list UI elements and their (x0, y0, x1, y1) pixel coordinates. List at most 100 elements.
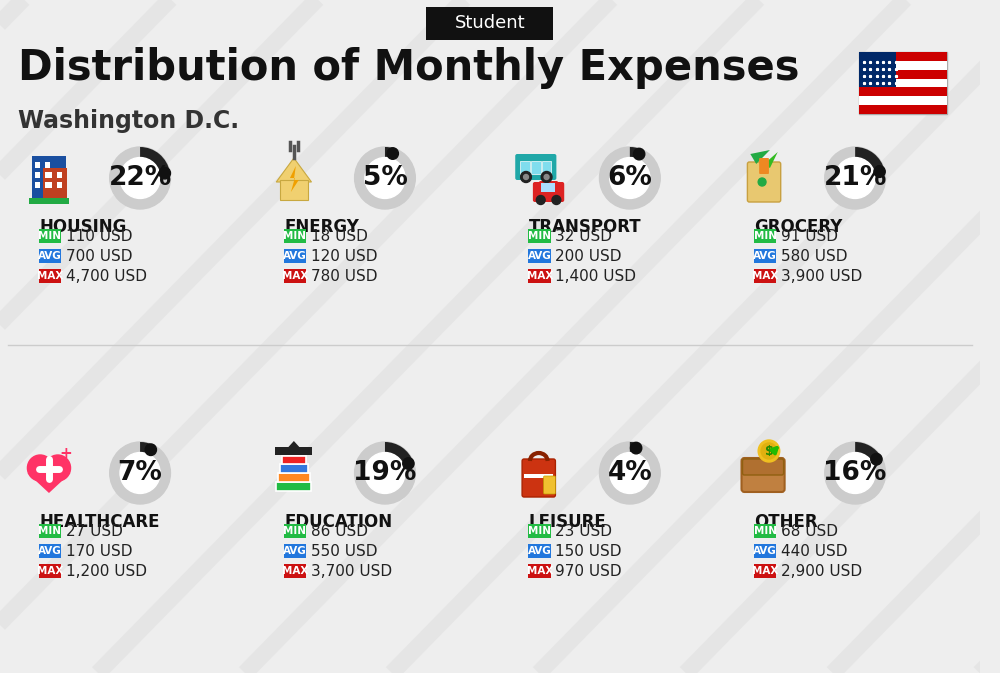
FancyBboxPatch shape (280, 464, 308, 473)
Polygon shape (764, 152, 778, 168)
FancyBboxPatch shape (528, 564, 551, 578)
FancyBboxPatch shape (859, 52, 896, 87)
Text: 23 USD: 23 USD (555, 524, 612, 538)
FancyBboxPatch shape (542, 161, 551, 174)
Text: TRANSPORT: TRANSPORT (529, 218, 642, 236)
Text: AVG: AVG (283, 546, 307, 556)
Polygon shape (290, 166, 299, 192)
Circle shape (387, 148, 398, 160)
Polygon shape (27, 473, 71, 493)
Text: +: + (59, 446, 72, 460)
FancyBboxPatch shape (528, 524, 551, 538)
Text: OTHER: OTHER (754, 513, 818, 531)
Text: 440 USD: 440 USD (781, 544, 847, 559)
Text: 86 USD: 86 USD (311, 524, 368, 538)
Circle shape (365, 452, 405, 493)
Text: MIN: MIN (38, 231, 61, 241)
Text: 1,200 USD: 1,200 USD (66, 563, 147, 579)
Circle shape (758, 178, 766, 186)
Circle shape (521, 172, 531, 182)
Circle shape (544, 174, 549, 180)
Text: MIN: MIN (528, 526, 551, 536)
Wedge shape (630, 442, 637, 453)
FancyBboxPatch shape (859, 52, 947, 61)
Wedge shape (855, 442, 881, 462)
Text: 550 USD: 550 USD (311, 544, 377, 559)
FancyBboxPatch shape (39, 249, 61, 263)
FancyBboxPatch shape (284, 269, 306, 283)
Text: MAX: MAX (37, 566, 63, 576)
Text: MIN: MIN (283, 231, 306, 241)
Text: 2,900 USD: 2,900 USD (781, 563, 862, 579)
Text: 3,900 USD: 3,900 USD (781, 269, 862, 283)
Circle shape (758, 440, 780, 462)
FancyBboxPatch shape (539, 181, 558, 195)
Text: AVG: AVG (38, 546, 62, 556)
FancyBboxPatch shape (39, 524, 61, 538)
FancyBboxPatch shape (754, 229, 776, 243)
Text: MAX: MAX (282, 271, 308, 281)
FancyBboxPatch shape (528, 249, 551, 263)
Circle shape (633, 148, 645, 160)
Circle shape (599, 442, 660, 504)
FancyBboxPatch shape (742, 459, 784, 475)
FancyBboxPatch shape (275, 447, 312, 455)
FancyBboxPatch shape (515, 154, 556, 180)
FancyBboxPatch shape (57, 172, 62, 178)
Text: MAX: MAX (527, 566, 553, 576)
FancyBboxPatch shape (47, 172, 52, 178)
Text: Washington D.C.: Washington D.C. (18, 109, 239, 133)
Circle shape (524, 174, 528, 180)
Text: GROCERY: GROCERY (754, 218, 843, 236)
Text: Student: Student (454, 14, 525, 32)
FancyBboxPatch shape (47, 182, 52, 188)
Circle shape (110, 147, 170, 209)
Circle shape (120, 452, 160, 493)
Polygon shape (750, 150, 770, 164)
FancyBboxPatch shape (39, 544, 61, 558)
FancyBboxPatch shape (45, 172, 50, 178)
Polygon shape (276, 158, 311, 182)
FancyBboxPatch shape (742, 458, 785, 492)
Text: HOUSING: HOUSING (39, 218, 127, 236)
Circle shape (541, 172, 552, 182)
FancyBboxPatch shape (29, 198, 69, 204)
FancyBboxPatch shape (859, 70, 947, 79)
Text: MAX: MAX (527, 271, 553, 281)
Text: 5%: 5% (363, 165, 407, 191)
Wedge shape (855, 147, 885, 173)
FancyBboxPatch shape (859, 61, 947, 70)
Text: 68 USD: 68 USD (781, 524, 838, 538)
Text: 18 USD: 18 USD (311, 229, 367, 244)
Text: LEISURE: LEISURE (529, 513, 607, 531)
FancyBboxPatch shape (754, 524, 776, 538)
FancyBboxPatch shape (45, 182, 50, 188)
FancyBboxPatch shape (531, 161, 541, 174)
FancyBboxPatch shape (754, 544, 776, 558)
FancyBboxPatch shape (35, 182, 40, 188)
Text: MAX: MAX (282, 566, 308, 576)
FancyBboxPatch shape (284, 249, 306, 263)
FancyBboxPatch shape (43, 168, 67, 200)
Text: 150 USD: 150 USD (555, 544, 622, 559)
Circle shape (835, 157, 875, 199)
Circle shape (355, 147, 415, 209)
FancyBboxPatch shape (859, 87, 947, 96)
FancyBboxPatch shape (541, 183, 555, 192)
Circle shape (552, 195, 561, 205)
Text: MAX: MAX (752, 271, 778, 281)
FancyBboxPatch shape (35, 162, 40, 168)
Text: AVG: AVG (283, 251, 307, 261)
FancyBboxPatch shape (284, 564, 306, 578)
Circle shape (355, 442, 415, 504)
Text: 3,700 USD: 3,700 USD (311, 563, 392, 579)
FancyBboxPatch shape (276, 482, 311, 491)
Text: 22%: 22% (108, 165, 172, 191)
Text: HEALTHCARE: HEALTHCARE (39, 513, 160, 531)
Text: 1,400 USD: 1,400 USD (555, 269, 636, 283)
FancyBboxPatch shape (39, 229, 61, 243)
FancyBboxPatch shape (32, 156, 66, 200)
FancyBboxPatch shape (284, 544, 306, 558)
Text: 7%: 7% (118, 460, 163, 486)
FancyBboxPatch shape (278, 473, 310, 482)
